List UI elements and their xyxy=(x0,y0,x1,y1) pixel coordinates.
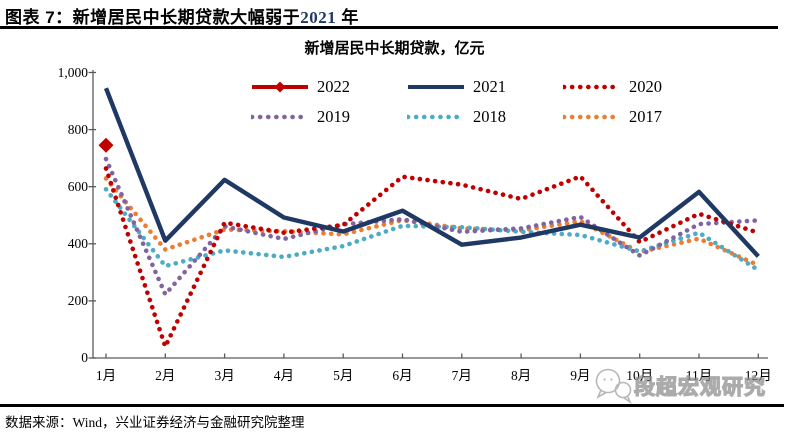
series-2020 xyxy=(103,166,761,353)
legend-label: 2019 xyxy=(317,107,350,126)
footer-divider xyxy=(0,404,784,407)
x-tick-label: 10月 xyxy=(626,368,654,383)
legend-marker-dotted xyxy=(563,114,621,120)
figure-title: 图表 7：新增居民中长期贷款大幅弱于2021 年 xyxy=(5,3,359,28)
watermark: 段超宏观研究 xyxy=(592,366,766,406)
chart-legend: 2022 2021 2020 2019 2018 2017 xyxy=(251,72,731,132)
legend-label: 2021 xyxy=(473,77,506,96)
chat-bubble-icon xyxy=(595,368,632,405)
legend-item-2020: 2020 xyxy=(563,77,719,97)
legend-marker-dotted xyxy=(251,114,309,120)
legend-marker-dotted xyxy=(563,84,621,90)
legend-label: 2017 xyxy=(629,107,662,126)
legend-marker-solid-diamond xyxy=(252,81,308,93)
legend-item-2022: 2022 xyxy=(251,77,407,97)
legend-marker-dotted xyxy=(407,114,465,120)
y-tick-label: 600 xyxy=(67,178,88,194)
legend-item-2021: 2021 xyxy=(407,77,563,97)
series-2017 xyxy=(103,176,761,268)
legend-label: 2022 xyxy=(317,77,350,96)
y-tick-label: 200 xyxy=(67,292,88,308)
legend-item-2018: 2018 xyxy=(407,107,563,127)
chart-title: 新增居民中长期贷款，亿元 xyxy=(304,40,485,57)
figure-title-suffix: 年 xyxy=(336,8,359,27)
figure-title-year: 2021 xyxy=(300,8,337,27)
x-tick-label: 1月 xyxy=(95,368,117,383)
legend-item-2017: 2017 xyxy=(563,107,719,127)
y-tick-label: 0 xyxy=(81,350,88,365)
title-divider xyxy=(0,26,778,29)
figure-title-text: 图表 7：新增居民中长期贷款大幅弱于 xyxy=(5,8,301,27)
series-2019 xyxy=(103,156,761,299)
y-tick-label: 400 xyxy=(67,235,88,251)
legend-label: 2020 xyxy=(629,77,662,96)
source-note: 数据来源：Wind，兴业证券经济与金融研究院整理 xyxy=(5,415,305,430)
legend-row: 2022 2021 2020 xyxy=(251,72,731,102)
y-tick-label: 800 xyxy=(67,121,88,137)
x-tick-label: 2月 xyxy=(155,368,176,383)
x-tick-label: 3月 xyxy=(214,368,235,383)
x-tick-label: 11月 xyxy=(685,368,713,383)
x-tick-label: 12月 xyxy=(744,368,772,383)
x-tick-label: 8月 xyxy=(510,368,532,383)
x-tick-label: 6月 xyxy=(392,368,413,383)
series-2021 xyxy=(103,87,760,258)
legend-row: 2019 2018 2017 xyxy=(251,102,731,132)
x-tick-label: 4月 xyxy=(273,368,295,383)
x-tick-label: 9月 xyxy=(570,368,591,383)
legend-marker-solid xyxy=(408,85,464,89)
legend-label: 2018 xyxy=(473,107,506,126)
watermark-text: 段超宏观研究 xyxy=(633,375,766,399)
y-tick-label: 1,000 xyxy=(57,64,88,80)
x-tick-label: 5月 xyxy=(333,368,354,383)
legend-item-2019: 2019 xyxy=(251,107,407,127)
series-2022-marker xyxy=(98,137,114,153)
x-tick-label: 7月 xyxy=(451,368,472,383)
